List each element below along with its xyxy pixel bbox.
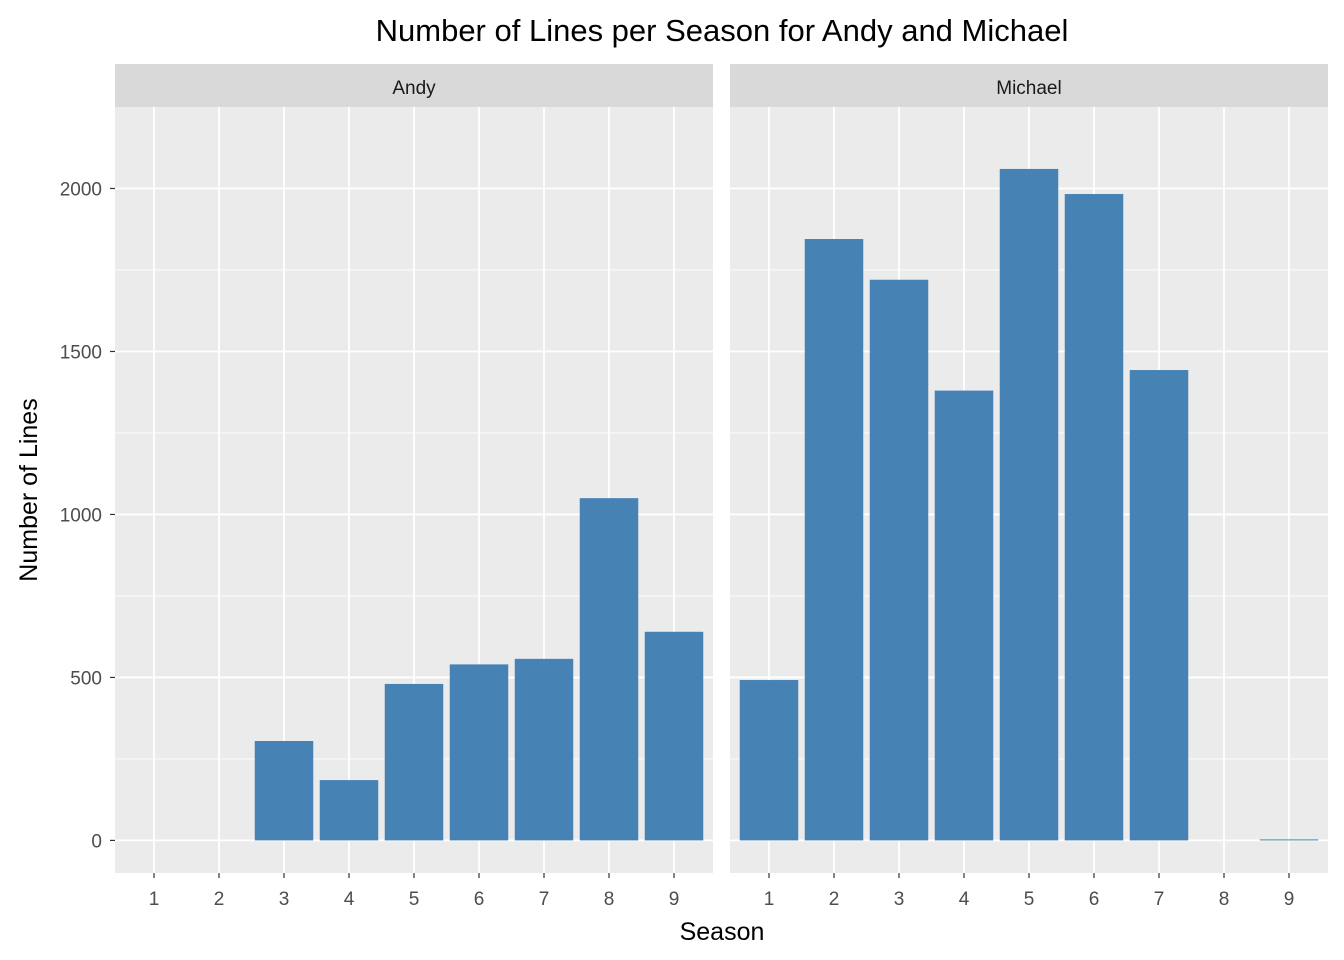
strip-label-michael: Michael xyxy=(996,78,1061,99)
bar-michael-season-1 xyxy=(739,680,799,841)
y-tick-label-1000: 1000 xyxy=(60,505,102,526)
bar-andy-season-5 xyxy=(384,683,444,841)
bar-andy-season-8 xyxy=(579,498,639,841)
y-tick-label-1500: 1500 xyxy=(60,342,102,363)
facet-panel-michael: Michael 1 2 3 4 5 6 7 8 9 xyxy=(730,64,1328,910)
bar-andy-season-4 xyxy=(319,780,379,841)
x-axis-ticks-andy: 1 2 3 4 5 6 7 8 9 xyxy=(149,873,680,910)
y-tick-label-500: 500 xyxy=(70,668,102,689)
bar-andy-season-6 xyxy=(449,664,509,841)
x-tick-label-andy-2: 2 xyxy=(214,889,225,910)
x-tick-label-andy-6: 6 xyxy=(474,889,485,910)
bar-andy-season-3 xyxy=(254,740,314,841)
x-tick-label-michael-1: 1 xyxy=(764,889,775,910)
y-tick-label-2000: 2000 xyxy=(60,179,102,200)
bar-michael-season-7 xyxy=(1129,370,1189,841)
x-axis-ticks-michael: 1 2 3 4 5 6 7 8 9 xyxy=(764,873,1295,910)
x-tick-label-michael-5: 5 xyxy=(1024,889,1035,910)
bars-andy xyxy=(254,498,704,841)
x-tick-label-michael-7: 7 xyxy=(1154,889,1165,910)
strip-background-michael xyxy=(730,64,1328,107)
x-tick-label-michael-9: 9 xyxy=(1284,889,1295,910)
chart-title: Number of Lines per Season for Andy and … xyxy=(376,13,1069,48)
bar-andy-season-7 xyxy=(514,658,574,841)
bar-michael-season-3 xyxy=(869,279,929,841)
x-tick-label-andy-1: 1 xyxy=(149,889,160,910)
bar-michael-season-2 xyxy=(804,239,864,841)
x-tick-label-michael-8: 8 xyxy=(1219,889,1230,910)
bar-michael-season-9 xyxy=(1259,839,1319,841)
y-axis-title: Number of Lines xyxy=(15,398,43,581)
x-axis-title: Season xyxy=(680,918,765,946)
x-tick-label-michael-6: 6 xyxy=(1089,889,1100,910)
strip-background-andy xyxy=(115,64,713,107)
x-tick-label-andy-4: 4 xyxy=(344,889,355,910)
y-tick-label-0: 0 xyxy=(91,831,102,852)
x-tick-label-andy-5: 5 xyxy=(409,889,420,910)
x-tick-label-andy-7: 7 xyxy=(539,889,550,910)
bar-michael-season-5 xyxy=(999,168,1059,841)
bar-michael-season-4 xyxy=(934,390,994,841)
x-tick-label-andy-3: 3 xyxy=(279,889,290,910)
strip-label-andy: Andy xyxy=(392,78,436,99)
x-tick-label-andy-8: 8 xyxy=(604,889,615,910)
facet-panel-andy: Andy 1 2 3 4 5 6 7 8 9 xyxy=(115,64,713,910)
x-tick-label-andy-9: 9 xyxy=(669,889,680,910)
bar-andy-season-9 xyxy=(644,631,704,841)
bars-michael xyxy=(739,168,1319,841)
x-tick-label-michael-3: 3 xyxy=(894,889,905,910)
x-tick-label-michael-2: 2 xyxy=(829,889,840,910)
x-tick-label-michael-4: 4 xyxy=(959,889,970,910)
bar-michael-season-6 xyxy=(1064,194,1124,841)
y-axis-ticks: 0 500 1000 1500 2000 xyxy=(60,179,115,852)
